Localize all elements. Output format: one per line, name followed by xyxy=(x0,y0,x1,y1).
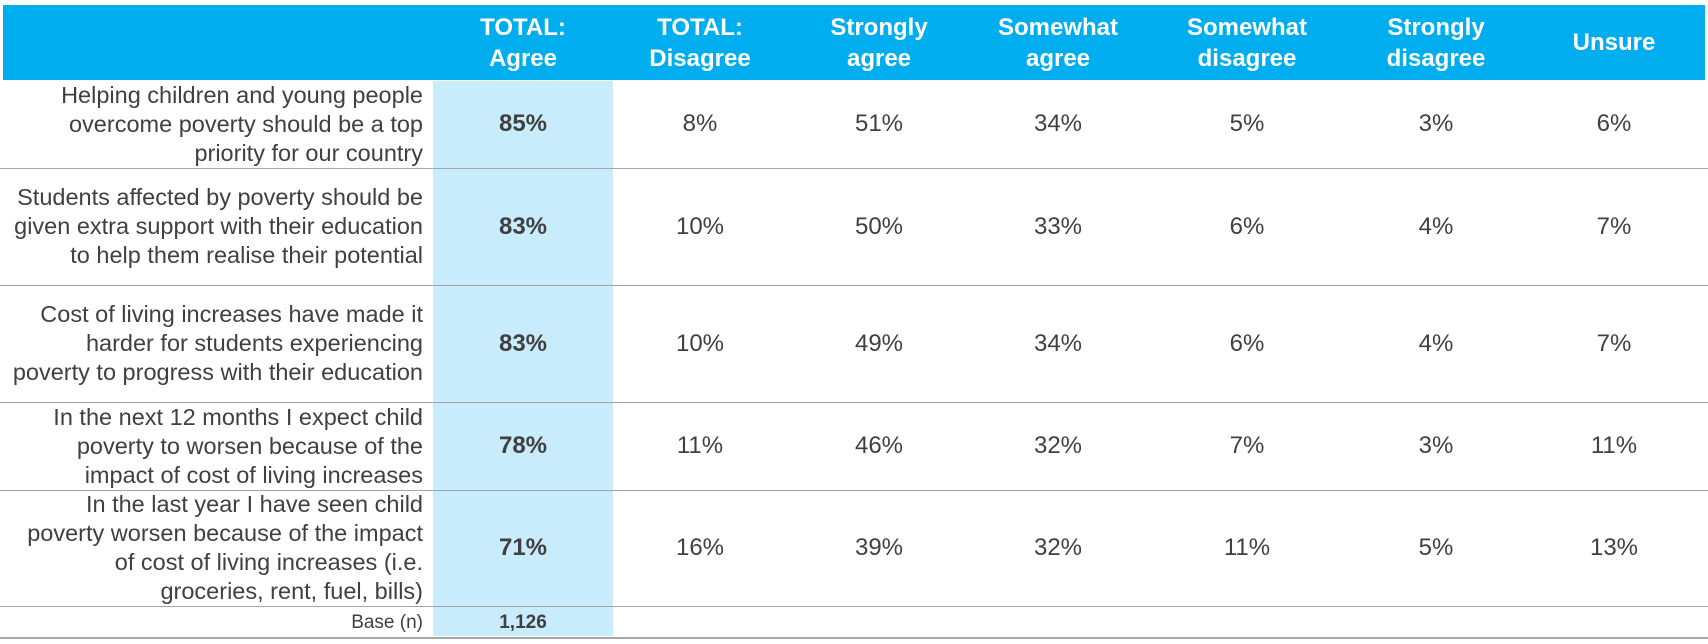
table-cell: 7% xyxy=(1596,329,1632,357)
table-cell: 83% xyxy=(498,329,548,357)
table-cell: 34% xyxy=(1033,110,1083,137)
column-header: Somewhat agree xyxy=(997,13,1119,72)
row-divider xyxy=(0,490,1708,491)
table-cell: 3% xyxy=(1418,432,1454,459)
table-cell: 5% xyxy=(1229,110,1265,137)
column-header: TOTAL: Agree xyxy=(480,13,566,72)
table-cell: 8% xyxy=(682,110,718,137)
table-cell: 10% xyxy=(675,329,725,357)
base-value: 1,126 xyxy=(499,612,547,633)
table-cell: 16% xyxy=(675,534,725,561)
table-cell: 34% xyxy=(1033,329,1083,357)
table-cell: 39% xyxy=(854,534,904,561)
row-divider xyxy=(0,285,1708,286)
table-cell: 7% xyxy=(1596,212,1632,240)
table-cell: 83% xyxy=(498,212,548,240)
table-cell: 4% xyxy=(1418,212,1454,240)
table-cell: 5% xyxy=(1418,534,1454,561)
base-label: Base (n) xyxy=(351,612,423,633)
row-label: Cost of living increases have made it ha… xyxy=(12,301,423,385)
table-cell: 32% xyxy=(1033,432,1083,459)
table-cell: 46% xyxy=(854,432,904,459)
row-label: Students affected by poverty should be g… xyxy=(14,184,423,268)
header-bar xyxy=(3,5,1705,80)
row-label: In the next 12 months I expect child pov… xyxy=(53,403,423,488)
row-divider xyxy=(0,168,1708,169)
table-cell: 71% xyxy=(498,534,548,561)
table-cell: 7% xyxy=(1229,432,1265,459)
table-cell: 33% xyxy=(1033,212,1083,240)
table-cell: 11% xyxy=(1223,534,1271,561)
table-cell: 85% xyxy=(498,110,548,137)
row-divider xyxy=(0,606,1708,607)
column-header: Strongly disagree xyxy=(1386,13,1486,72)
table-cell: 6% xyxy=(1229,329,1265,357)
row-label: In the last year I have seen child pover… xyxy=(27,491,423,604)
table-cell: 11% xyxy=(676,432,724,459)
table-cell: 10% xyxy=(675,212,725,240)
column-header: Unsure xyxy=(1572,29,1656,56)
row-divider xyxy=(0,402,1708,403)
bottom-rule xyxy=(0,637,1708,639)
table-cell: 4% xyxy=(1418,329,1454,357)
table-cell: 32% xyxy=(1033,534,1083,561)
table-cell: 50% xyxy=(854,212,904,240)
table-cell: 13% xyxy=(1589,534,1639,561)
table-cell: 6% xyxy=(1229,212,1265,240)
table-cell: 78% xyxy=(498,432,548,459)
agree-column-highlight xyxy=(433,81,613,636)
column-header: Somewhat disagree xyxy=(1186,13,1308,72)
table-cell: 51% xyxy=(854,110,904,137)
table-cell: 3% xyxy=(1418,110,1454,137)
column-header: TOTAL: Disagree xyxy=(649,13,751,72)
table-cell: 11% xyxy=(1590,432,1638,459)
table-cell: 6% xyxy=(1596,110,1632,137)
column-header: Strongly agree xyxy=(830,13,928,72)
table-cell: 49% xyxy=(854,329,904,357)
row-label: Helping children and young people overco… xyxy=(61,81,423,166)
